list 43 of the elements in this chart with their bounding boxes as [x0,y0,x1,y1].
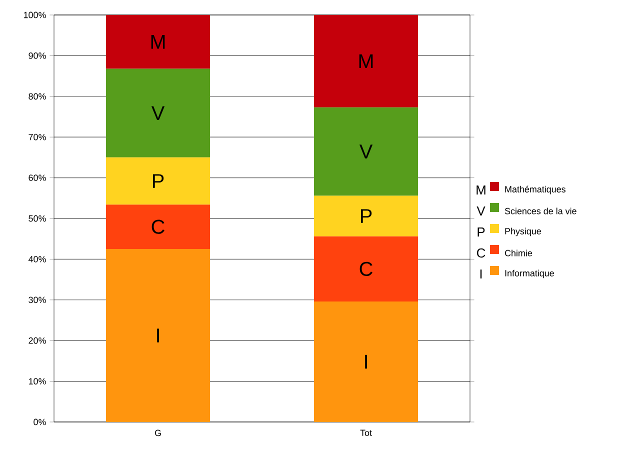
annotation: I [365,354,367,369]
bar [106,14,210,69]
y-tick-label: 0% [34,418,46,426]
annotation: M [151,35,165,49]
annotation: P [153,174,164,188]
text: M [476,186,486,194]
bar [106,68,210,158]
annotation: M [359,54,373,68]
y-tick-label: 100% [24,12,46,18]
legend-label: Mathématiques [505,186,566,194]
legend-label: Sciences de la vie [504,208,576,214]
x-tick-label: Tot [360,430,372,436]
y-tick-label: 40% [28,256,46,262]
text: I [480,270,482,278]
legend-label: Physique [505,228,542,236]
annotation: I [157,328,159,342]
y-tick-label: 60% [28,174,46,181]
bar [314,302,418,422]
bar [314,196,418,236]
text: P [478,228,485,236]
bar [106,204,210,250]
text: V [476,206,486,216]
bar [106,157,210,205]
legend-label: Informatique [505,270,554,278]
legend-label: Chimie [504,250,532,256]
annotation: P [361,209,372,223]
bar [314,236,418,302]
text: C [476,248,486,258]
bar [314,107,418,196]
x-tick-label: G [154,430,161,436]
y-tick-label: 90% [28,52,46,59]
y-tick-label: 30% [28,296,46,304]
annotation: C [152,220,164,234]
annotation: V [359,144,373,158]
y-tick-label: 50% [28,215,46,222]
y-tick-label: 10% [28,378,46,384]
y-tick-label: 70% [28,134,46,140]
annotation: V [151,106,165,120]
bar [314,14,418,108]
y-tick-label: 20% [28,337,46,344]
bar [106,249,210,422]
annotation: C [360,262,372,276]
y-tick-label: 80% [28,93,46,100]
